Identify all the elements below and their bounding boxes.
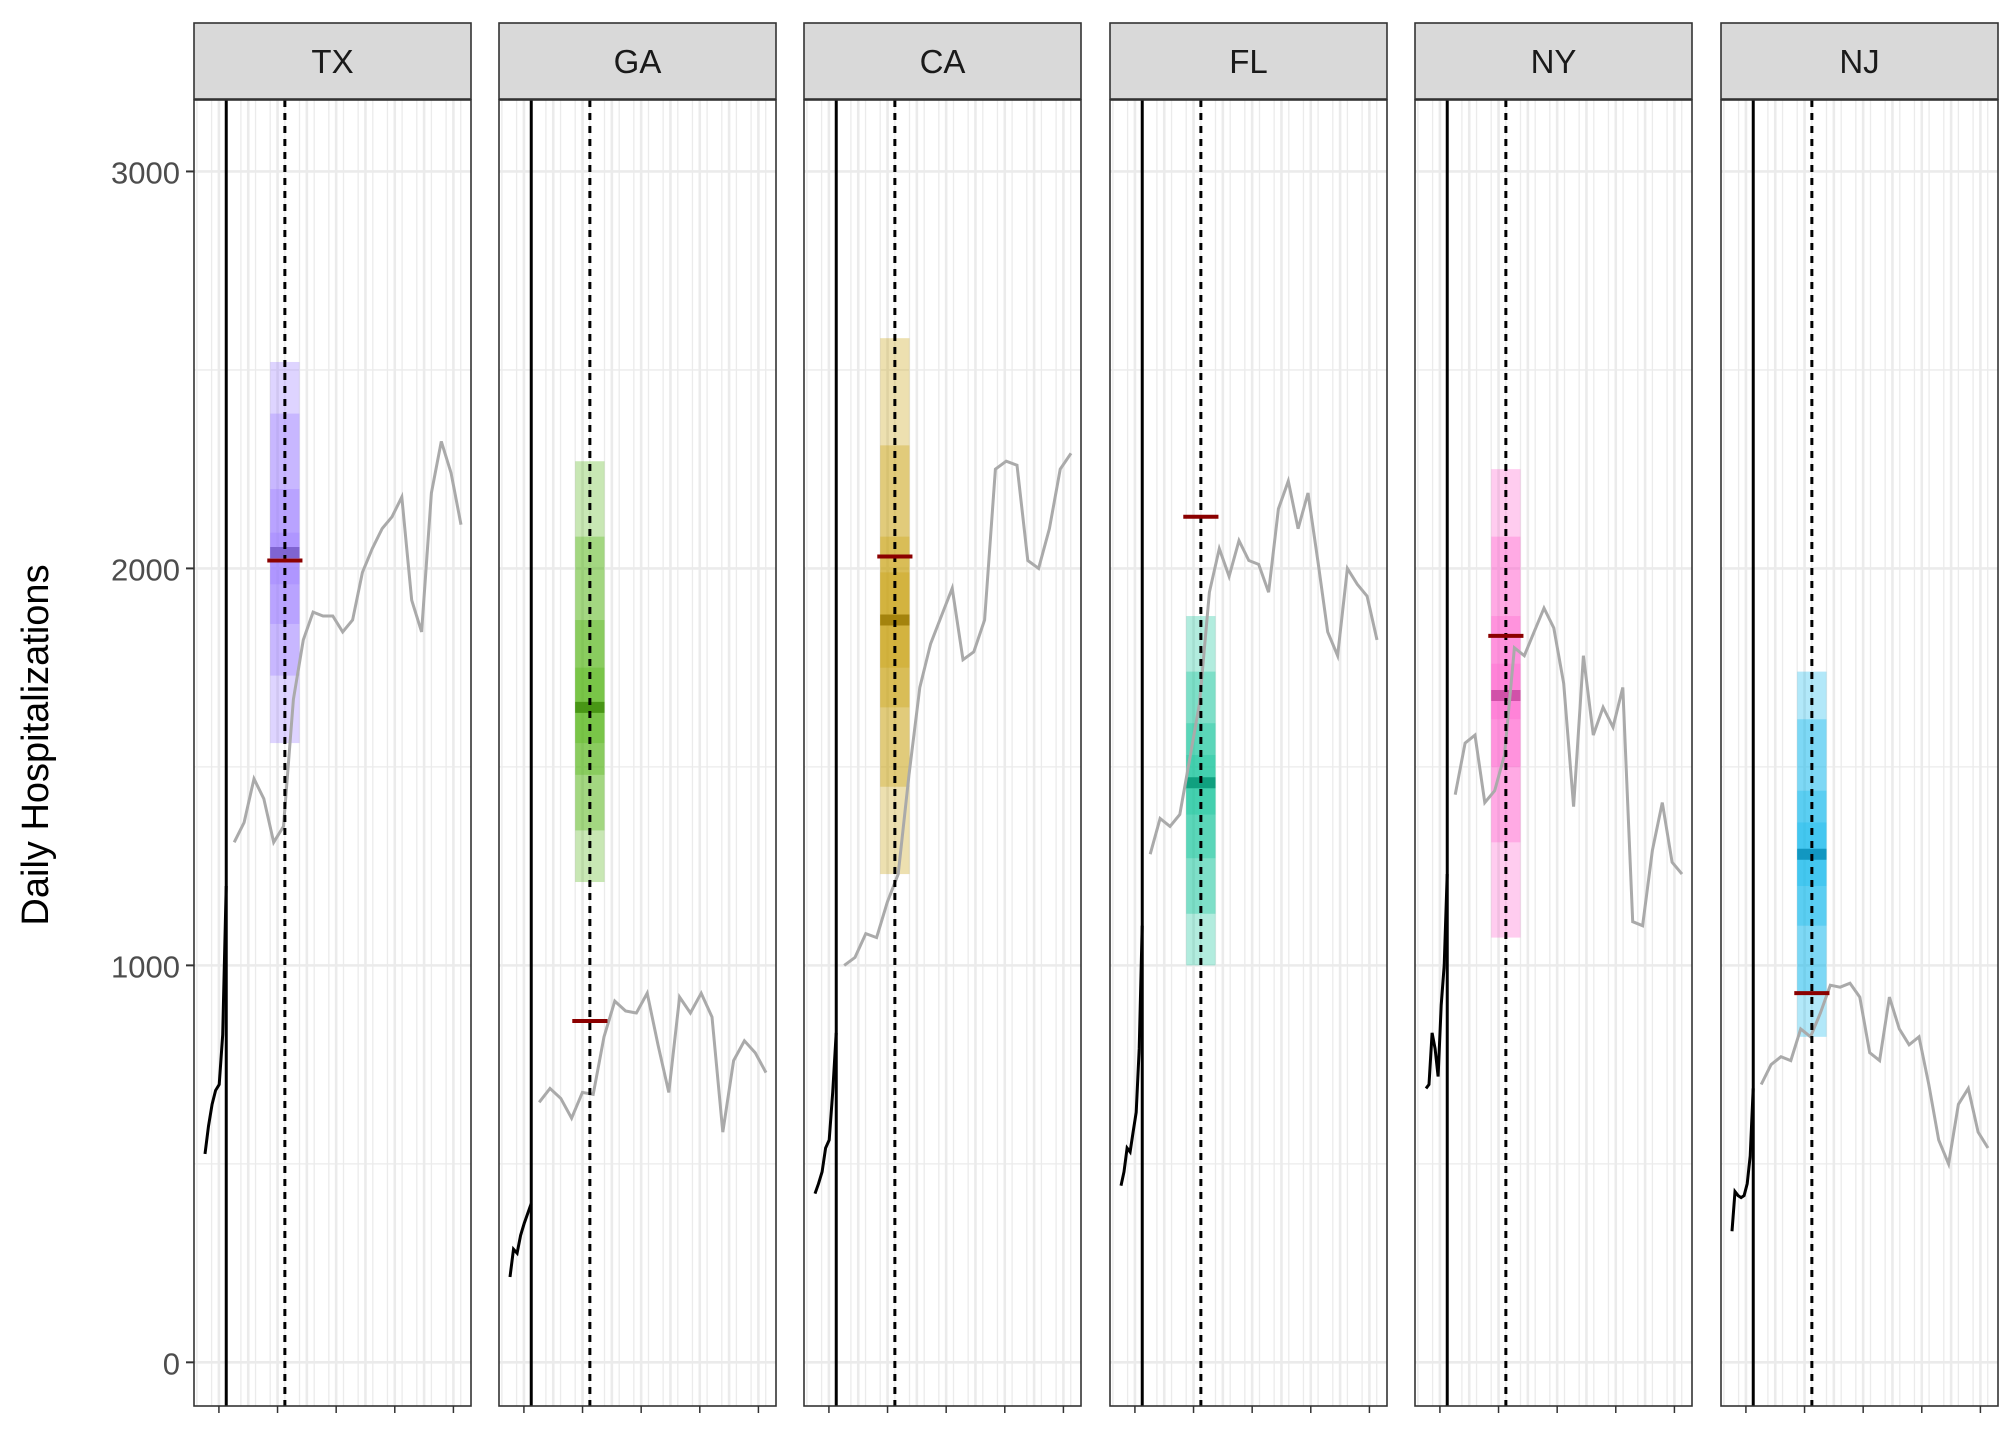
y-tick-label: 3000: [111, 155, 180, 190]
later-observations-line: [538, 988, 768, 1133]
panel-background: [1415, 100, 1692, 1406]
history-line: [1424, 874, 1449, 1090]
history-line: [508, 1203, 533, 1278]
facet-strip: [193, 22, 472, 100]
panel-border: [1414, 99, 1693, 1407]
later-observations-line: [1148, 475, 1379, 855]
y-axis: 0 1000 2000 3000: [111, 155, 194, 1381]
facet-strip: [1109, 22, 1388, 100]
facet-strip: [803, 22, 1082, 100]
panel-grid: [1721, 100, 1998, 1406]
later-observations-line: [1453, 604, 1684, 928]
prediction-interval-band: [575, 620, 605, 775]
panel-border: [1720, 99, 1999, 1407]
panel-grid: [1110, 100, 1387, 1406]
y-tick-label: 1000: [111, 949, 180, 984]
facet-ga: GA: [498, 22, 777, 1413]
panel-background: [1721, 100, 1998, 1406]
facet-strip: [498, 22, 777, 100]
panel-border: [803, 99, 1082, 1407]
facet-ny: NY: [1414, 22, 1693, 1413]
facet-tx: TX: [193, 22, 472, 1413]
panel-content: [508, 100, 768, 1406]
panel-content: [203, 100, 463, 1406]
panel-content: [1730, 100, 1990, 1406]
panel-background: [1110, 100, 1387, 1406]
facet-strip-label: NY: [1531, 43, 1577, 80]
facet-ca: CA: [803, 22, 1082, 1413]
panel-content: [1424, 100, 1684, 1406]
facet-strip-label: NJ: [1839, 43, 1879, 80]
facet-nj: NJ: [1720, 22, 1999, 1413]
panel-background: [194, 100, 471, 1406]
history-line: [1730, 1088, 1755, 1232]
later-observations-line: [843, 452, 1073, 967]
y-tick-label: 0: [163, 1346, 180, 1381]
history-line: [813, 1032, 838, 1195]
facet-fl: FL: [1109, 22, 1388, 1413]
panel-grid: [499, 100, 776, 1406]
panel-background: [499, 100, 776, 1406]
y-tick-label: 2000: [111, 552, 180, 587]
panel-border: [193, 99, 472, 1407]
panel-content: [813, 100, 1073, 1406]
facet-strip: [1720, 22, 1999, 100]
panel-border: [1109, 99, 1388, 1407]
panel-content: [1119, 100, 1379, 1406]
panel-border: [498, 99, 777, 1407]
facet-strip: [1414, 22, 1693, 100]
later-observations-line: [232, 440, 463, 847]
facet-strip-label: CA: [920, 43, 966, 80]
panel-grid: [1415, 100, 1692, 1406]
facet-strip-label: FL: [1229, 43, 1268, 80]
panel-background: [804, 100, 1081, 1406]
history-line: [1119, 925, 1144, 1187]
history-line: [203, 885, 228, 1155]
facet-strip-label: TX: [311, 43, 353, 80]
facets: TX GA CA FL NY NJ: [193, 22, 1999, 1413]
y-axis-label: Daily Hospitalizations: [15, 564, 57, 925]
facet-strip-label: GA: [614, 43, 662, 80]
later-observations-line: [1759, 981, 1990, 1170]
